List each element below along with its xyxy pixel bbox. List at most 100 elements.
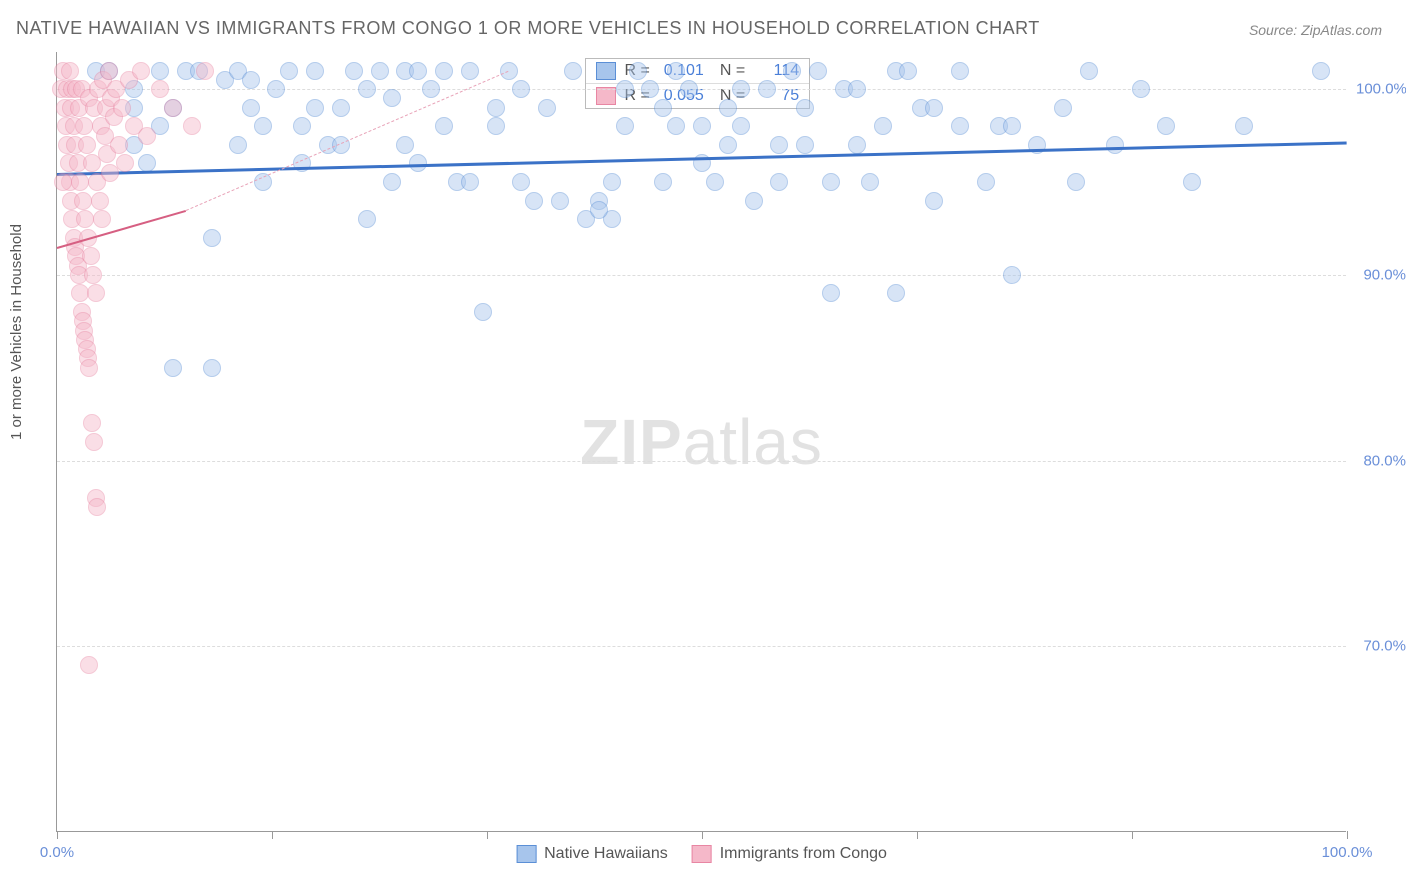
y-tick-label: 70.0%: [1356, 638, 1406, 655]
legend-item: Native Hawaiians: [516, 845, 668, 863]
data-point: [306, 62, 324, 80]
data-point: [93, 210, 111, 228]
x-tick: [1347, 831, 1348, 839]
data-point: [306, 99, 324, 117]
data-point: [164, 99, 182, 117]
data-point: [132, 62, 150, 80]
watermark: ZIPatlas: [580, 405, 823, 479]
data-point: [85, 433, 103, 451]
x-tick: [917, 831, 918, 839]
data-point: [758, 80, 776, 98]
stats-n-label: N =: [720, 62, 745, 80]
data-point: [1312, 62, 1330, 80]
data-point: [61, 62, 79, 80]
data-point: [371, 62, 389, 80]
data-point: [88, 498, 106, 516]
data-point: [616, 80, 634, 98]
data-point: [1003, 117, 1021, 135]
data-point: [1080, 62, 1098, 80]
data-point: [1067, 173, 1085, 191]
data-point: [280, 62, 298, 80]
data-point: [732, 117, 750, 135]
data-point: [254, 117, 272, 135]
data-point: [848, 136, 866, 154]
data-point: [82, 247, 100, 265]
data-point: [629, 62, 647, 80]
data-point: [242, 71, 260, 89]
data-point: [925, 192, 943, 210]
scatter-plot: ZIPatlas R =0.101N =114R =0.055N =75 Nat…: [56, 52, 1346, 832]
data-point: [1003, 266, 1021, 284]
legend-label: Immigrants from Congo: [720, 845, 887, 863]
data-point: [409, 62, 427, 80]
x-tick: [272, 831, 273, 839]
data-point: [74, 192, 92, 210]
y-tick-label: 90.0%: [1356, 266, 1406, 283]
x-tick-label: 100.0%: [1322, 844, 1373, 861]
data-point: [396, 136, 414, 154]
data-point: [229, 136, 247, 154]
data-point: [110, 136, 128, 154]
data-point: [487, 99, 505, 117]
data-point: [654, 99, 672, 117]
y-axis-label: 1 or more Vehicles in Household: [8, 224, 25, 440]
data-point: [71, 173, 89, 191]
data-point: [151, 80, 169, 98]
data-point: [242, 99, 260, 117]
data-point: [83, 414, 101, 432]
data-point: [796, 99, 814, 117]
data-point: [667, 117, 685, 135]
data-point: [874, 117, 892, 135]
data-point: [203, 359, 221, 377]
y-tick-label: 80.0%: [1356, 452, 1406, 469]
x-tick: [57, 831, 58, 839]
data-point: [435, 62, 453, 80]
data-point: [603, 173, 621, 191]
data-point: [861, 173, 879, 191]
data-point: [719, 136, 737, 154]
data-point: [951, 62, 969, 80]
data-point: [706, 173, 724, 191]
gridline: [57, 646, 1346, 647]
data-point: [80, 359, 98, 377]
data-point: [54, 173, 72, 191]
data-point: [887, 284, 905, 302]
data-point: [770, 136, 788, 154]
data-point: [203, 229, 221, 247]
data-point: [100, 62, 118, 80]
gridline: [57, 461, 1346, 462]
data-point: [358, 210, 376, 228]
data-point: [783, 62, 801, 80]
data-point: [151, 62, 169, 80]
data-point: [616, 117, 634, 135]
data-point: [80, 656, 98, 674]
data-point: [1132, 80, 1150, 98]
y-tick-label: 100.0%: [1356, 81, 1406, 98]
data-point: [719, 99, 737, 117]
data-point: [76, 210, 94, 228]
x-tick: [702, 831, 703, 839]
data-point: [590, 201, 608, 219]
data-point: [654, 173, 672, 191]
data-point: [383, 173, 401, 191]
data-point: [512, 173, 530, 191]
data-point: [487, 117, 505, 135]
data-point: [293, 117, 311, 135]
data-point: [680, 80, 698, 98]
data-point: [732, 80, 750, 98]
data-point: [196, 62, 214, 80]
legend-swatch: [596, 62, 616, 80]
data-point: [1106, 136, 1124, 154]
data-point: [822, 173, 840, 191]
data-point: [358, 80, 376, 98]
data-point: [183, 117, 201, 135]
data-point: [383, 89, 401, 107]
gridline: [57, 89, 1346, 90]
source-attribution: Source: ZipAtlas.com: [1249, 22, 1382, 38]
data-point: [951, 117, 969, 135]
data-point: [899, 62, 917, 80]
data-point: [435, 117, 453, 135]
data-point: [78, 136, 96, 154]
x-tick: [487, 831, 488, 839]
x-tick: [1132, 831, 1133, 839]
